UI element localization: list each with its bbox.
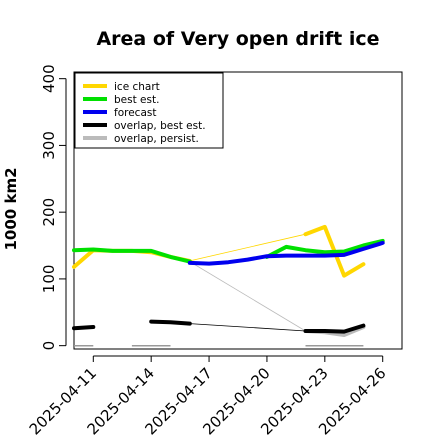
legend-label: forecast	[114, 107, 156, 119]
legend-label: overlap, persist.	[114, 133, 199, 145]
series-line	[72, 325, 96, 331]
series-line	[303, 323, 366, 334]
series-line	[72, 247, 192, 264]
x-axis: 2025-04-112025-04-142025-04-172025-04-20…	[26, 355, 390, 438]
y-tick-label: 100	[40, 265, 58, 294]
y-tick-label: 200	[40, 198, 58, 227]
legend-label: best est.	[114, 94, 159, 106]
legend-label: ice chart	[114, 81, 160, 93]
gap-connector	[189, 233, 306, 262]
series-layer	[72, 224, 385, 347]
y-tick-label: 0	[40, 341, 58, 351]
y-axis: 0 100 200 300 400	[40, 64, 67, 351]
y-axis-label: 1000 km2	[2, 167, 20, 250]
chart-title: Area of Very open drift ice	[96, 28, 379, 50]
gap-connector	[189, 323, 306, 332]
series-line	[149, 319, 192, 326]
gap-connector	[189, 261, 306, 332]
plot-frame	[73, 71, 403, 350]
series-line	[264, 238, 385, 259]
legend-label: overlap, best est.	[114, 120, 206, 132]
series-line	[187, 240, 385, 266]
y-tick-label: 400	[40, 64, 58, 93]
y-tick-label: 300	[40, 131, 58, 160]
